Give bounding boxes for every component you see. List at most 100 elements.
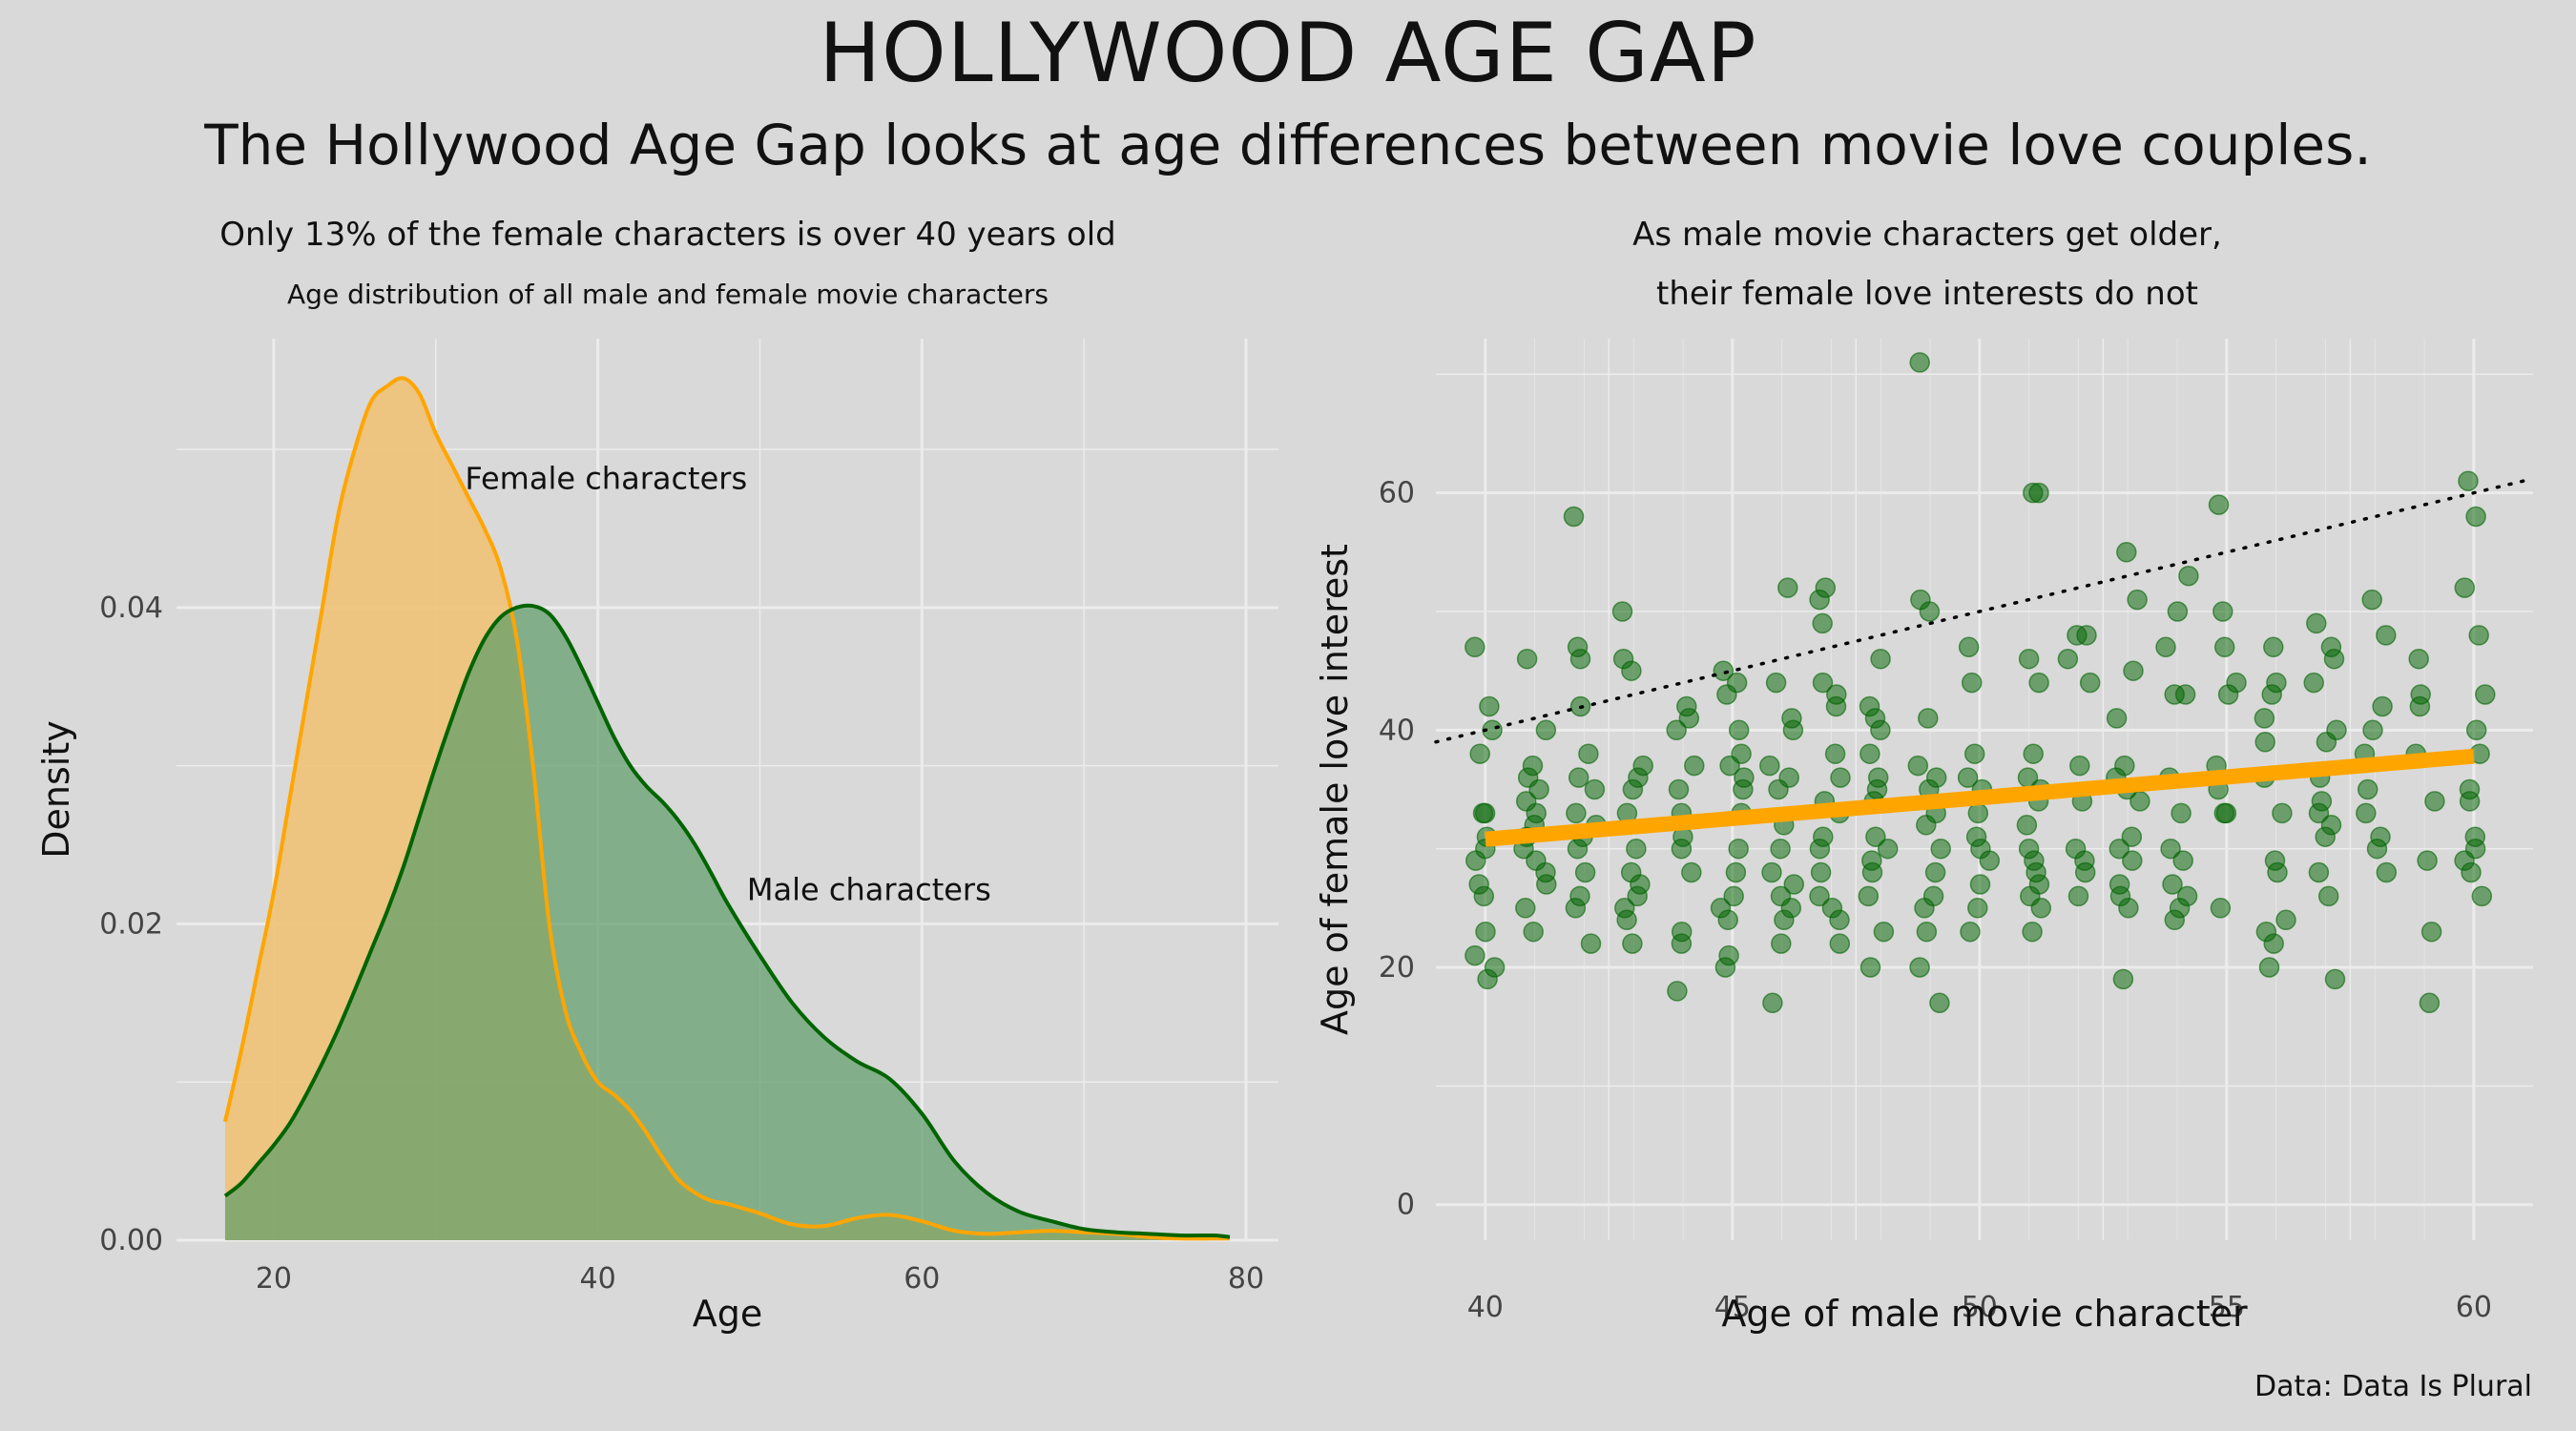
y-tick-label: 20 — [1379, 951, 1415, 985]
scatter-point — [2160, 838, 2181, 860]
scatter-point — [1873, 921, 1895, 943]
scatter-point — [1723, 885, 1744, 907]
density-chart-title: Only 13% of the female characters is ove… — [219, 216, 1116, 254]
scatter-point — [1957, 767, 1979, 788]
scatter-point — [1907, 755, 1929, 777]
scatter-point — [2022, 921, 2043, 943]
scatter-point — [2303, 672, 2324, 694]
scatter-point — [1771, 933, 1792, 954]
scatter-point — [2171, 802, 2192, 824]
scatter-point — [1578, 743, 1599, 764]
scatter-point — [2275, 909, 2296, 931]
scatter-point — [1515, 898, 1536, 919]
scatter-point — [2127, 589, 2148, 611]
scatter-point — [1567, 636, 1589, 658]
scatter-point — [1877, 838, 1899, 860]
scatter-point — [1479, 695, 1500, 717]
scatter-point — [1574, 861, 1596, 883]
scatter-point — [1714, 957, 1736, 978]
scatter-point — [1810, 861, 1832, 883]
density-chart-subtitle: Age distribution of all male and female … — [287, 279, 1049, 310]
scatter-point — [2475, 684, 2496, 705]
scatter-point — [2326, 719, 2347, 741]
scatter-point — [2376, 625, 2397, 646]
scatter-point — [1830, 767, 1851, 788]
scatter-point — [1475, 921, 1496, 943]
scatter-point — [1668, 778, 1690, 800]
scatter-point — [2317, 885, 2339, 907]
female-series-label: Female characters — [465, 461, 747, 497]
data-source-caption: Data: Data Is Plural — [2254, 1370, 2532, 1403]
scatter-point — [2018, 648, 2040, 670]
x-tick-label: 20 — [256, 1262, 292, 1296]
scatter-point — [2465, 719, 2487, 741]
scatter-point — [2258, 957, 2280, 978]
x-tick-label: 55 — [2209, 1291, 2245, 1324]
x-tick-label: 40 — [1467, 1291, 1504, 1324]
scatter-point — [1516, 648, 1538, 670]
scatter-point — [1728, 719, 1750, 741]
scatter-point — [1859, 743, 1880, 764]
scatter-point — [2263, 636, 2284, 658]
x-tick-label: 50 — [1962, 1291, 1998, 1324]
scatter-point — [1522, 755, 1544, 777]
scatter-point — [2461, 861, 2482, 883]
scatter-point — [2123, 660, 2144, 681]
scatter-point — [1465, 944, 1485, 966]
scatter-point — [1916, 815, 1937, 836]
scatter-point — [2106, 708, 2128, 729]
scatter-point — [2471, 885, 2493, 907]
main-title: HOLLYWOOD AGE GAP — [819, 6, 1757, 101]
scatter-point — [2417, 850, 2438, 871]
scatter-point — [1812, 612, 1833, 634]
scatter-point — [2272, 802, 2293, 824]
scatter-point — [2357, 778, 2379, 800]
scatter-point — [1969, 874, 1991, 895]
scatter-point — [1536, 874, 1557, 895]
scatter-point — [1825, 695, 1847, 717]
scatter-point — [2208, 494, 2230, 515]
scatter-point — [1671, 933, 1693, 954]
y-tick-label: 60 — [1379, 477, 1415, 510]
scatter-point — [1781, 708, 1802, 729]
scatter-point — [2261, 684, 2282, 705]
scatter-point — [1567, 838, 1589, 860]
scatter-point — [1809, 589, 1830, 611]
scatter-point — [2118, 898, 2139, 919]
scatter-point — [1762, 992, 1783, 1014]
scatter-point — [2213, 636, 2235, 658]
scatter-point — [1761, 861, 1782, 883]
scatter-point — [1713, 660, 1735, 681]
scatter-point — [2112, 968, 2134, 990]
scatter-point — [1909, 352, 1930, 373]
scatter-point — [1717, 909, 1738, 931]
scatter-point — [2315, 826, 2336, 847]
scatter-point — [1909, 957, 1930, 978]
subtitle: The Hollywood Age Gap looks at age diffe… — [204, 113, 2372, 177]
scatter-point — [1958, 636, 1980, 658]
scatter-point — [1967, 898, 1988, 919]
male-density-area — [224, 605, 1231, 1240]
scatter-point — [1809, 885, 1830, 907]
scatter-point — [1728, 838, 1749, 860]
scatter-point — [1759, 755, 1780, 777]
scatter-point — [2023, 482, 2044, 504]
x-tick-label: 60 — [904, 1262, 940, 1296]
scatter-point — [2372, 695, 2393, 717]
scatter-point — [1621, 660, 1642, 681]
scatter-point — [1473, 885, 1495, 907]
scatter-point — [1824, 743, 1846, 764]
scatter-point — [2109, 838, 2130, 860]
scatter-point — [2361, 589, 2382, 611]
y-axis-title: Density — [35, 720, 77, 858]
scatter-point — [2122, 850, 2143, 871]
scatter-point — [1469, 743, 1490, 764]
scatter-point — [2162, 874, 2183, 895]
scatter-point — [2254, 708, 2275, 729]
scatter-point — [1472, 802, 1494, 824]
scatter-point — [2079, 672, 2101, 694]
scatter-point — [1859, 957, 1881, 978]
y-tick-label: 0.00 — [99, 1224, 163, 1257]
scatter-point — [1829, 909, 1850, 931]
scatter-point — [1528, 778, 1549, 800]
